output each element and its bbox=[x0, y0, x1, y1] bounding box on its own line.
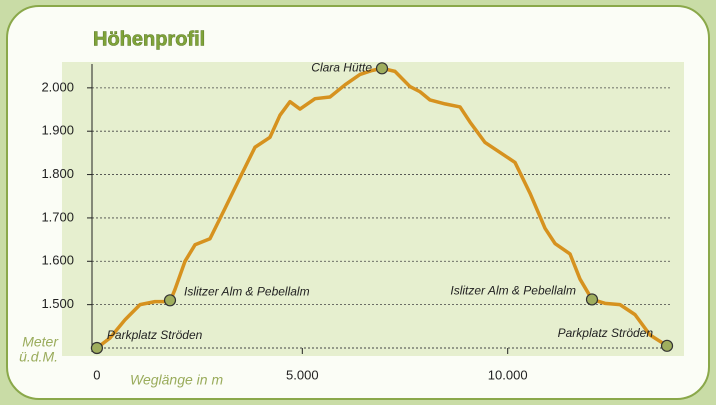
waypoint bbox=[163, 294, 177, 307]
plot-area bbox=[62, 62, 684, 356]
chart-title: Höhenprofil bbox=[93, 28, 205, 50]
waypoint bbox=[90, 341, 104, 355]
waypoint-label: Parkplatz Ströden bbox=[558, 326, 654, 340]
waypoint-label: Islitzer Alm & Pebellalm bbox=[184, 284, 310, 298]
y-tick-label: 1.600 bbox=[41, 253, 74, 268]
y-tick-label: 1.900 bbox=[41, 123, 74, 138]
waypoint-label: Clara Hütte bbox=[311, 61, 372, 75]
y-axis-label: ü.d.M. bbox=[19, 349, 58, 365]
y-tick-label: 1.800 bbox=[41, 166, 74, 181]
y-tick-label: 2.000 bbox=[41, 79, 74, 94]
x-axis-label: Weglänge in m bbox=[130, 372, 223, 388]
waypoint bbox=[585, 293, 599, 306]
y-tick-label: 1.500 bbox=[41, 296, 74, 311]
x-tick-label: 5.000 bbox=[286, 367, 319, 382]
waypoint bbox=[375, 62, 389, 75]
x-tick-label: 10.000 bbox=[488, 367, 528, 382]
waypoint-label: Parkplatz Ströden bbox=[107, 328, 203, 342]
waypoint-label: Islitzer Alm & Pebellalm bbox=[450, 284, 576, 298]
y-tick-label: 1.700 bbox=[41, 209, 74, 224]
waypoint bbox=[660, 339, 674, 352]
y-axis-label: Meter bbox=[22, 334, 59, 350]
x-tick-label: 0 bbox=[93, 367, 100, 382]
